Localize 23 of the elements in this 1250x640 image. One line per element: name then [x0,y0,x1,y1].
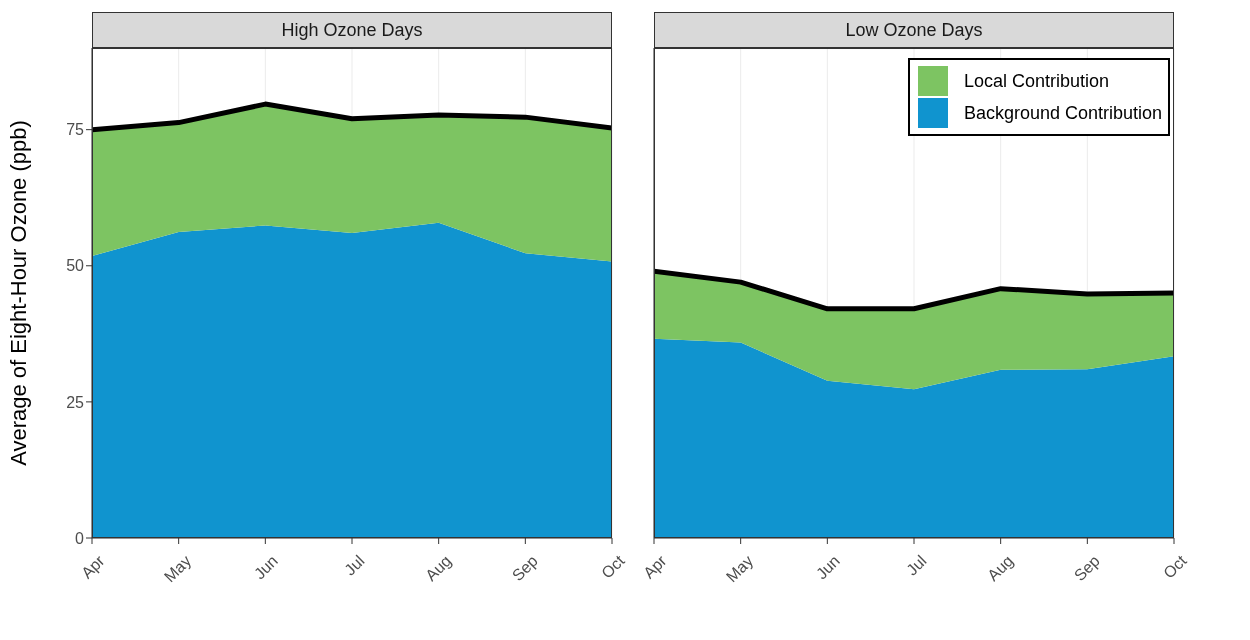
y-tick-label: 50 [66,257,85,275]
y-tick-label: 75 [66,121,85,139]
y-tick-label: 0 [75,529,85,547]
legend-label: Background Contribution [963,102,1162,124]
x-tick-label: Oct [598,551,629,582]
x-tick-label: Apr [78,551,109,582]
x-tick-label: Jul [903,552,930,579]
x-tick-label: Aug [422,552,455,585]
x-tick-label: Oct [1160,551,1191,582]
x-tick-label: Jun [812,552,844,583]
y-tick-label: 25 [66,393,85,411]
x-tick-label: Jun [250,552,282,583]
x-tick-label: Sep [508,551,542,585]
x-tick-label: May [722,552,757,586]
chart-title: Low Ozone Days [654,12,1174,48]
x-tick-label: Sep [1070,551,1104,585]
x-tick-label: Jul [341,552,368,579]
y-axis-title: Average of Eight-Hour Ozone (ppb) [5,120,31,466]
x-tick-label: Apr [640,551,671,582]
chart-title: High Ozone Days [92,12,612,48]
legend-label: Local Contribution [963,70,1109,92]
x-tick-label: May [160,552,195,586]
x-tick-label: Aug [984,552,1017,585]
